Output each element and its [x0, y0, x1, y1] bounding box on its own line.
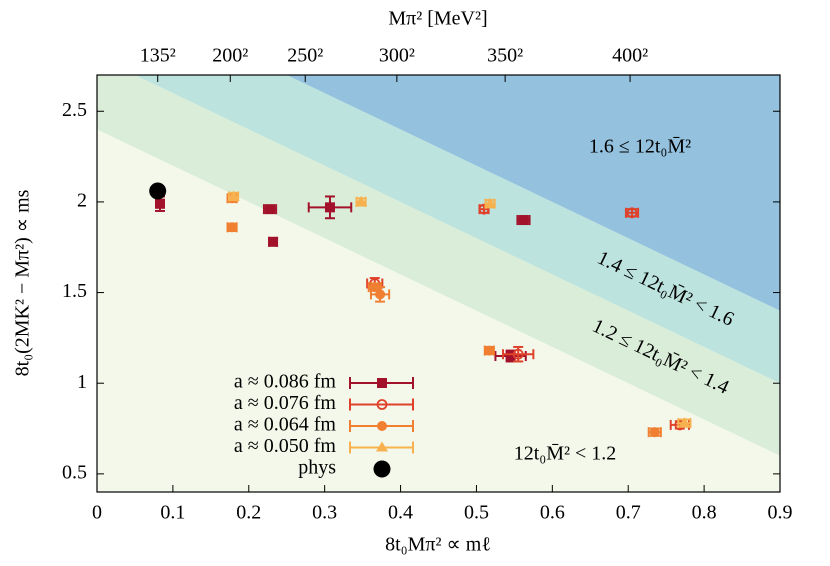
x-tick-label: 0.7: [616, 502, 641, 524]
x2-tick-label: 300²: [379, 45, 415, 67]
x2-axis-label: Mπ² [MeV²]: [388, 8, 487, 30]
x-tick-label: 0.9: [768, 502, 793, 524]
marker: [154, 198, 165, 209]
x-tick-label: 0.8: [692, 502, 717, 524]
marker: [505, 351, 516, 362]
x-tick-label: 0: [92, 502, 102, 524]
marker: [369, 282, 380, 293]
marker: [484, 345, 495, 356]
legend-label: phys: [298, 457, 336, 479]
x2-tick-label: 350²: [487, 45, 523, 67]
marker: [649, 427, 660, 438]
marker: [227, 190, 240, 201]
x2-tick-label: 135²: [140, 45, 176, 67]
marker: [355, 195, 368, 206]
marker: [324, 202, 335, 213]
marker: [227, 222, 238, 233]
x2-tick-label: 250²: [287, 45, 323, 67]
x-tick-label: 0.3: [312, 502, 337, 524]
x2-tick-label: 400²: [612, 45, 648, 67]
x2-tick-label: 200²: [212, 45, 248, 67]
y-tick-label: 2.5: [62, 99, 87, 121]
marker: [268, 236, 279, 247]
region: [97, 75, 780, 311]
legend-label: a ≈ 0.064 fm: [234, 414, 337, 436]
region-label: 12t₀M̄² < 1.2: [514, 443, 617, 465]
marker: [518, 215, 529, 226]
legend-marker: [377, 421, 387, 431]
plot-frame: [96, 74, 781, 493]
y-tick-label: 1.5: [62, 280, 87, 302]
marks: [149, 182, 692, 438]
x-tick-label: 0.5: [464, 502, 489, 524]
legend-label: a ≈ 0.076 fm: [234, 392, 337, 414]
marker: [265, 204, 276, 215]
y-tick-label: 2: [77, 190, 87, 212]
marker: [375, 289, 386, 300]
region-label: 1.6 ≤ 12t₀M̄²: [589, 136, 691, 158]
x-tick-label: 0.4: [388, 502, 413, 524]
marker: [626, 207, 638, 219]
legend-marker: [376, 399, 388, 410]
legend-marker: [373, 460, 391, 478]
region: [97, 129, 780, 492]
marker: [512, 348, 524, 360]
marker: [149, 182, 167, 200]
x-tick-label: 0.6: [540, 502, 565, 524]
marker: [678, 417, 691, 428]
region: [134, 75, 780, 384]
y-axis-label: 8t₀(2MK² − Mπ²) ∝ ms: [12, 189, 34, 376]
legend-marker: [377, 378, 387, 388]
marker: [484, 197, 497, 208]
legend: a ≈ 0.086 fma ≈ 0.076 fma ≈ 0.064 fma ≈ …: [234, 371, 414, 479]
legend-label: a ≈ 0.050 fm: [234, 435, 337, 457]
region: [97, 75, 780, 456]
y-tick-label: 1: [77, 371, 87, 393]
legend-marker: [376, 441, 388, 452]
marker: [478, 203, 490, 215]
y-tick-label: 0.5: [62, 461, 87, 483]
regions: [97, 75, 780, 492]
x-axis-label: 8t₀Mπ² ∝ mℓ: [385, 534, 491, 556]
legend-label: a ≈ 0.086 fm: [234, 371, 337, 393]
x-tick-label: 0.2: [236, 502, 261, 524]
x-tick-label: 0.1: [160, 502, 185, 524]
